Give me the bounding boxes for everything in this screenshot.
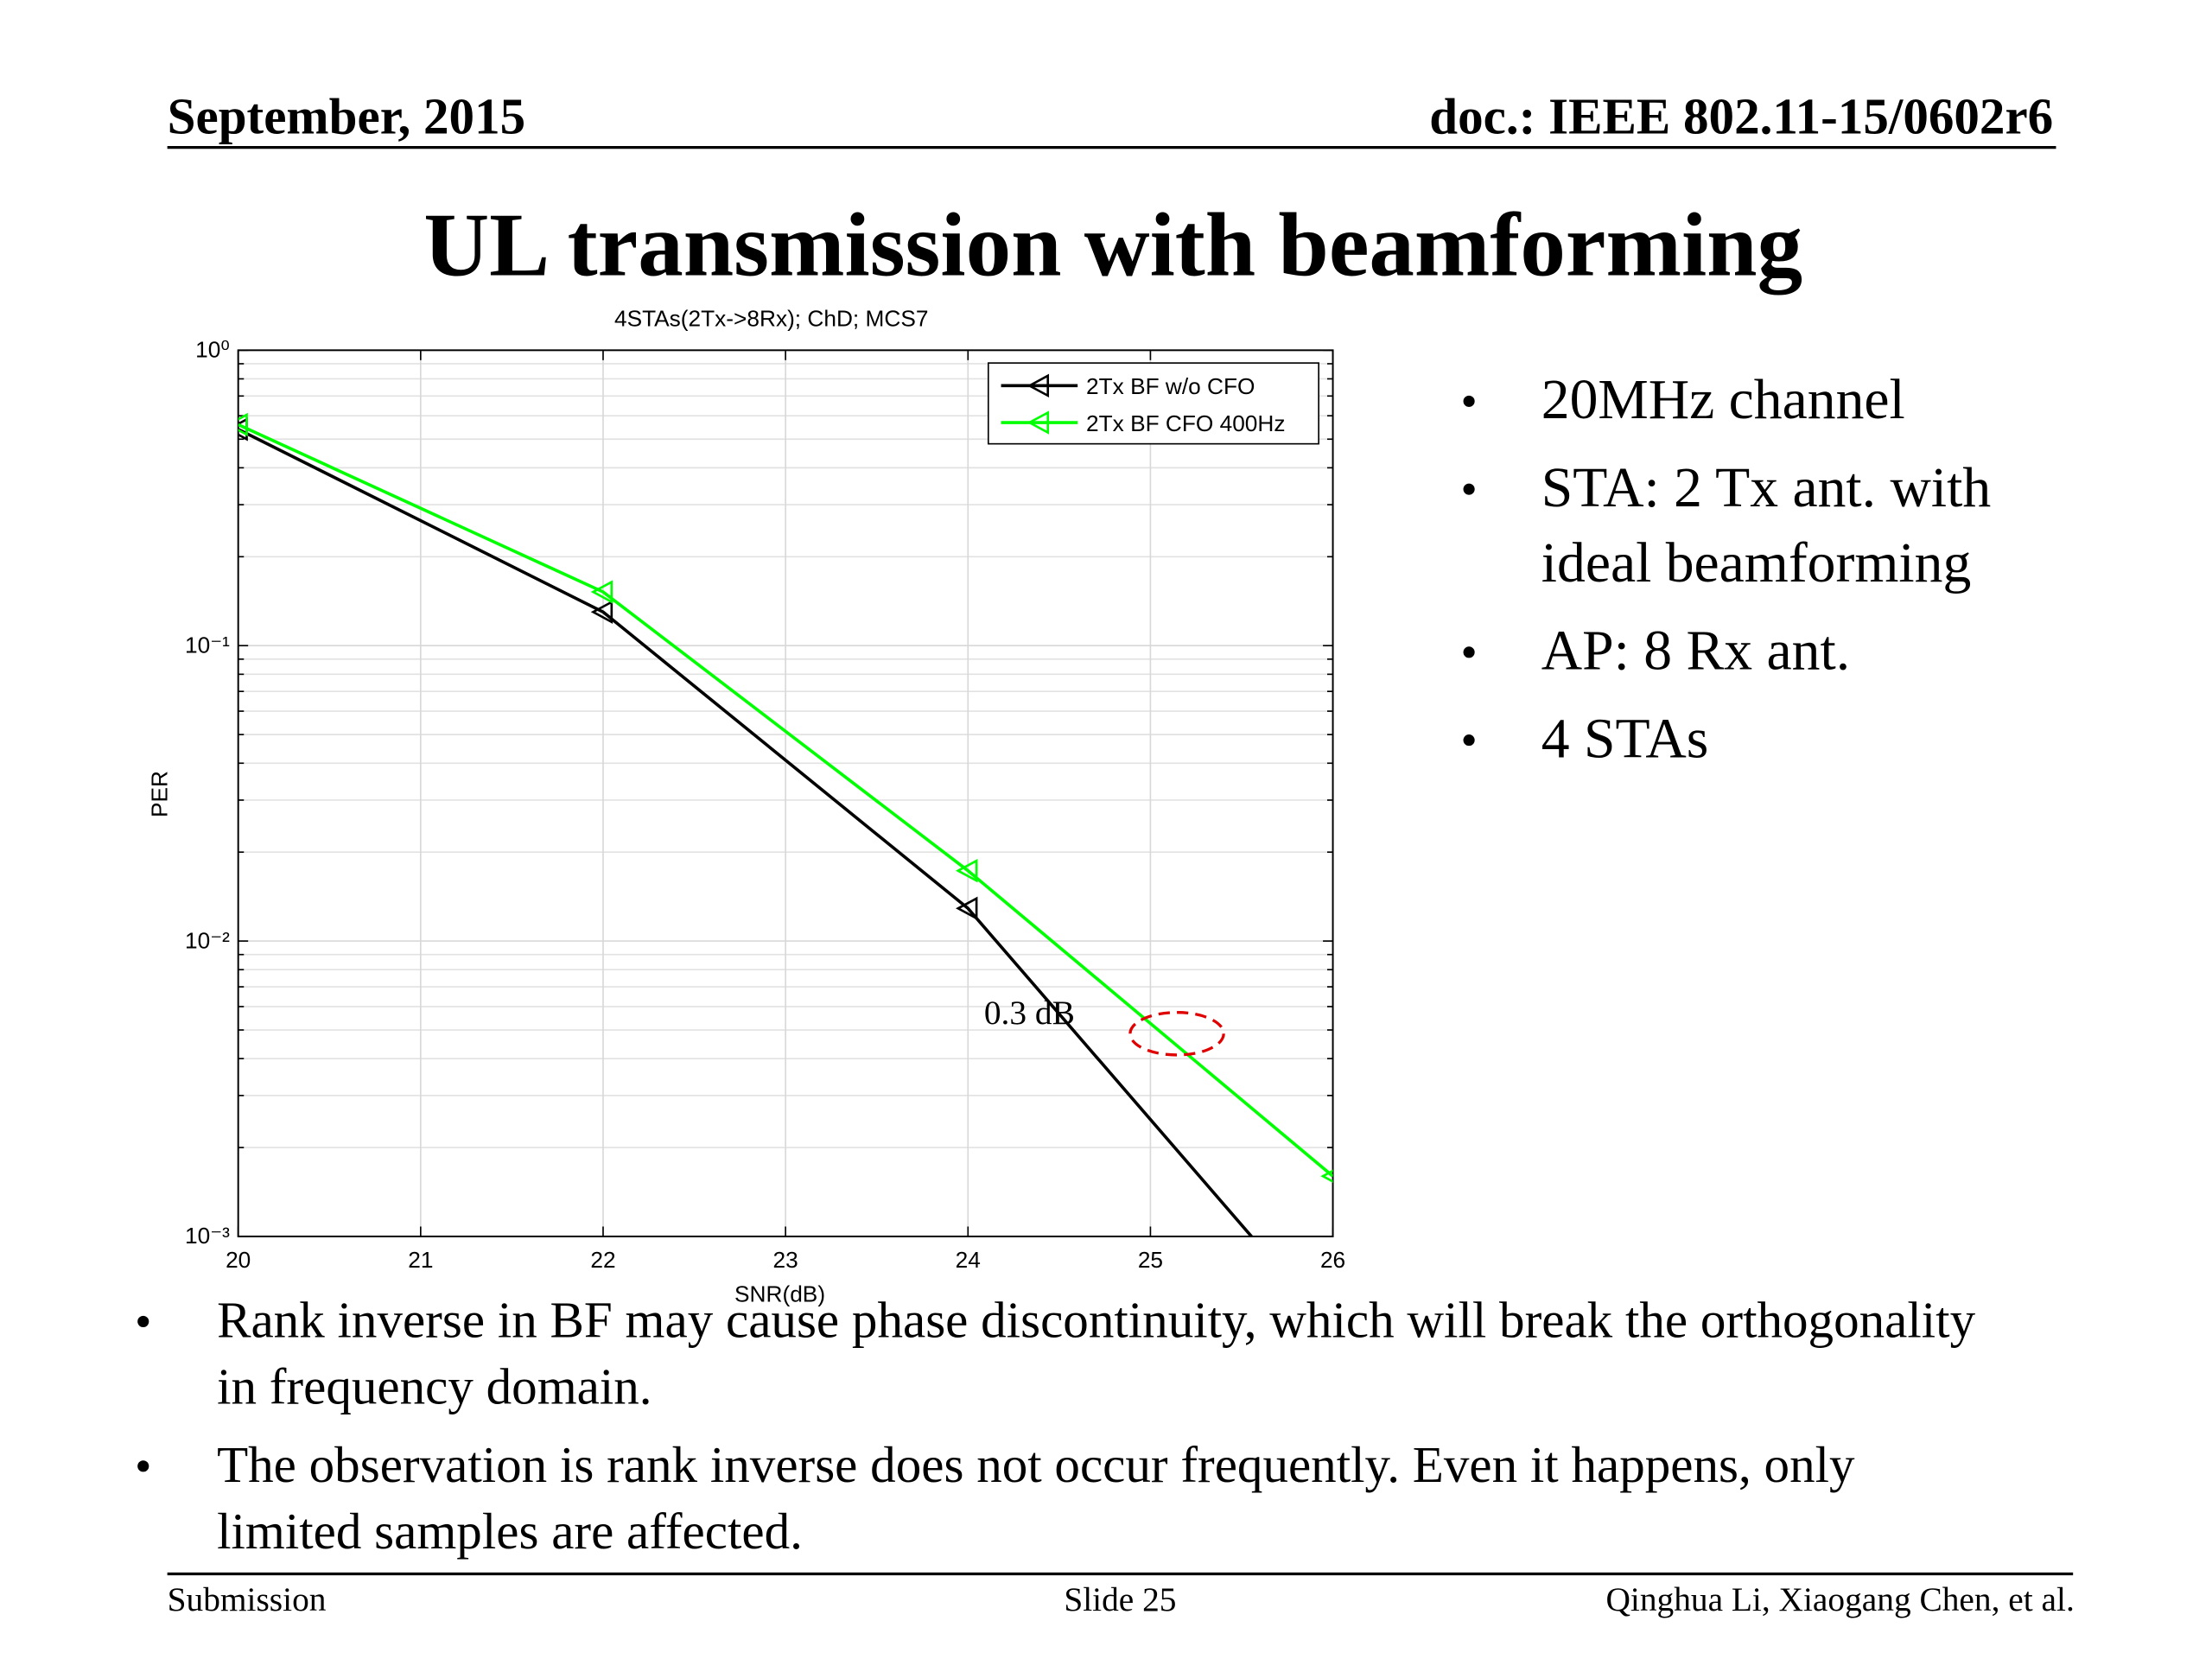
plot-area [238,412,1333,1236]
footer-center: Slide 25 [1064,1580,1176,1618]
legend-marker [1027,373,1050,398]
bullet-dot [1463,395,1475,407]
x-tick-label: 24 [956,1247,981,1273]
y-tick-label: 10⁻³ [185,1223,230,1249]
header-doc: doc.: IEEE 802.11-15/0602r6 [1429,87,2053,144]
chart: 4STAs(2Tx->8Rx); ChD; MCS7 SNR(dB) PER 20 21… [147,305,1346,1306]
slide-title: UL transmission with beamforming [423,194,1802,295]
annotation: 0.3 dB [984,994,1075,1032]
series-marker [956,859,978,883]
x-tick-label: 23 [773,1247,798,1273]
bullet-text: 20MHz channel [1541,369,1905,431]
legend-label: 2Tx BF CFO 400Hz [1086,410,1285,436]
bullet-text: limited samples are affected. [217,1503,803,1560]
bullet-text: The observation is rank inverse does not… [217,1436,1855,1493]
bullet-dot [1463,734,1475,747]
series-marker [590,600,613,624]
x-axis-label: SNR(dB) [734,1281,825,1306]
footer-left: Submission [168,1580,327,1618]
x-tick-label: 21 [408,1247,433,1273]
legend-marker [1027,410,1050,435]
y-axis-label: PER [147,771,173,817]
chart-title: 4STAs(2Tx->8Rx); ChD; MCS7 [614,305,928,331]
series-line [238,428,1254,1236]
bullet-text: Rank inverse in BF may cause phase disco… [217,1291,1976,1348]
bullet-text: in frequency domain. [217,1358,652,1415]
bullet-dot [137,1460,149,1472]
bullet-dot [1463,483,1475,495]
x-tick-label: 26 [1320,1247,1345,1273]
highlight-ellipse [1128,1011,1225,1057]
legend-label: 2Tx BF w/o CFO [1086,373,1255,399]
bullet-text: AP: 8 Rx ant. [1541,620,1850,683]
bullet-text: ideal beamforming [1541,532,1971,594]
y-tick-label: 10⁻² [185,927,230,953]
header-date: September, 2015 [168,87,526,144]
series-marker [1320,1169,1333,1183]
x-tick-label: 20 [226,1247,251,1273]
series-line [238,423,1333,1178]
x-tick-label: 22 [590,1247,615,1273]
series-marker [590,580,613,604]
y-tick-label: 10⁻¹ [185,632,230,658]
bullet-dot [1463,646,1475,658]
y-tick-label: 10⁰ [195,337,230,363]
footer-right: Qinghua Li, Xiaogang Chen, et al. [1605,1580,2074,1618]
bullet-dot [137,1315,149,1327]
bullet-text: 4 STAs [1541,708,1708,770]
plot-frame [237,349,1334,1237]
series-marker [956,896,978,920]
series-marker [238,412,248,437]
x-tick-label: 25 [1138,1247,1163,1273]
bullet-text: STA: 2 Tx ant. with [1541,457,1991,519]
